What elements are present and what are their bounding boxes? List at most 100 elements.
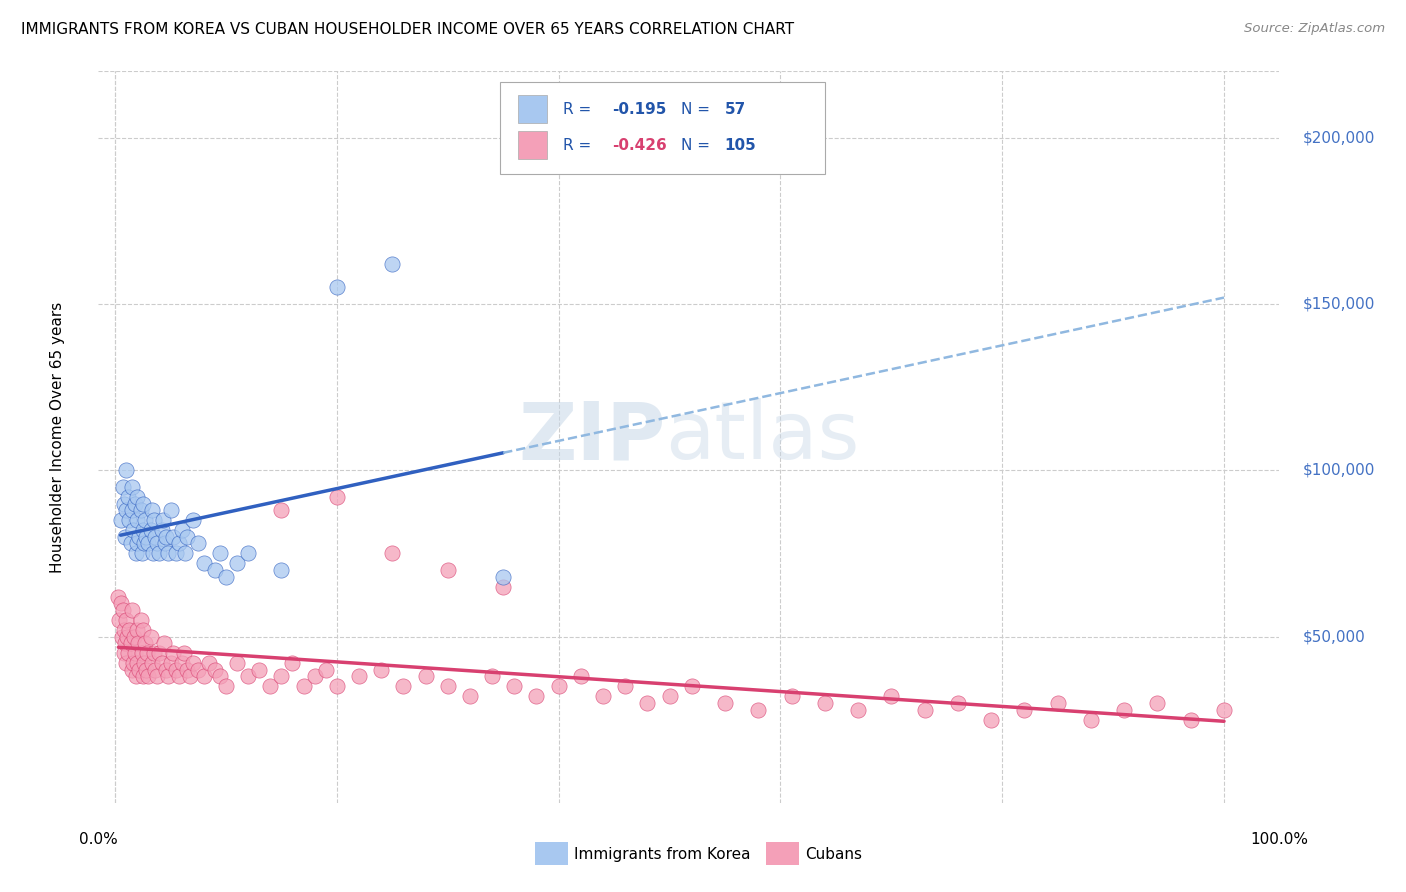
Text: R =: R = — [562, 102, 596, 117]
Point — [114, 530, 136, 544]
Point — [115, 613, 138, 627]
Point — [326, 680, 349, 694]
Point — [204, 663, 226, 677]
Point — [136, 669, 159, 683]
Point — [204, 563, 226, 577]
Point — [173, 646, 195, 660]
Point — [193, 557, 215, 571]
Point — [247, 663, 270, 677]
Point — [681, 680, 703, 694]
Point — [236, 669, 259, 683]
Point — [142, 646, 165, 660]
Point — [270, 503, 292, 517]
Point — [170, 523, 193, 537]
Point — [165, 663, 187, 677]
Point — [112, 623, 135, 637]
Point — [111, 603, 134, 617]
Point — [124, 646, 146, 660]
Text: Householder Income Over 65 years: Householder Income Over 65 years — [49, 301, 65, 573]
Point — [569, 669, 592, 683]
Point — [141, 503, 163, 517]
Bar — [536, 841, 568, 865]
Point — [107, 590, 129, 604]
Point — [492, 580, 515, 594]
Point — [209, 669, 232, 683]
Point — [658, 690, 681, 704]
Point — [121, 480, 143, 494]
Point — [169, 669, 191, 683]
Point — [112, 646, 135, 660]
Point — [125, 669, 148, 683]
Point — [914, 703, 936, 717]
Point — [614, 680, 637, 694]
Point — [381, 546, 404, 560]
Point — [165, 546, 187, 560]
Point — [108, 613, 131, 627]
Point — [846, 703, 869, 717]
Point — [392, 680, 415, 694]
Point — [121, 663, 143, 677]
Point — [880, 690, 903, 704]
Point — [526, 690, 548, 704]
Point — [127, 656, 149, 670]
Point — [135, 663, 157, 677]
Text: $200,000: $200,000 — [1303, 130, 1375, 145]
Point — [270, 669, 292, 683]
Point — [132, 523, 155, 537]
Point — [181, 513, 204, 527]
Point — [150, 523, 173, 537]
Point — [187, 663, 209, 677]
Bar — [517, 131, 547, 159]
Point — [159, 656, 181, 670]
Point — [134, 513, 156, 527]
Point — [1114, 703, 1136, 717]
Point — [132, 623, 155, 637]
Point — [326, 490, 349, 504]
Point — [152, 513, 174, 527]
Point — [124, 497, 146, 511]
Bar — [766, 841, 799, 865]
Text: R =: R = — [562, 138, 596, 153]
Point — [117, 490, 139, 504]
Point — [157, 669, 180, 683]
Point — [146, 536, 169, 550]
Point — [226, 557, 249, 571]
Point — [1046, 696, 1069, 710]
Point — [122, 630, 145, 644]
Point — [118, 513, 141, 527]
Text: 105: 105 — [724, 138, 756, 153]
Point — [127, 513, 149, 527]
Point — [347, 669, 370, 683]
Point — [1014, 703, 1036, 717]
Point — [162, 530, 184, 544]
Point — [153, 536, 176, 550]
Point — [121, 503, 143, 517]
Text: IMMIGRANTS FROM KOREA VS CUBAN HOUSEHOLDER INCOME OVER 65 YEARS CORRELATION CHAR: IMMIGRANTS FROM KOREA VS CUBAN HOUSEHOLD… — [21, 22, 794, 37]
Point — [135, 530, 157, 544]
Point — [155, 663, 177, 677]
Text: Cubans: Cubans — [804, 847, 862, 862]
Point — [174, 546, 197, 560]
Point — [111, 480, 134, 494]
Text: ZIP: ZIP — [517, 398, 665, 476]
Point — [155, 530, 177, 544]
Bar — [517, 95, 547, 122]
Point — [114, 636, 136, 650]
Point — [481, 669, 503, 683]
Point — [139, 630, 162, 644]
Point — [946, 696, 969, 710]
Point — [120, 536, 142, 550]
Point — [136, 536, 159, 550]
Point — [215, 680, 238, 694]
Point — [159, 503, 181, 517]
Point — [139, 523, 162, 537]
Point — [315, 663, 337, 677]
Point — [270, 563, 292, 577]
Point — [181, 656, 204, 670]
Point — [141, 656, 163, 670]
Point — [179, 669, 201, 683]
Point — [176, 663, 198, 677]
Point — [117, 646, 139, 660]
Text: -0.426: -0.426 — [612, 138, 666, 153]
Text: $150,000: $150,000 — [1303, 297, 1375, 311]
